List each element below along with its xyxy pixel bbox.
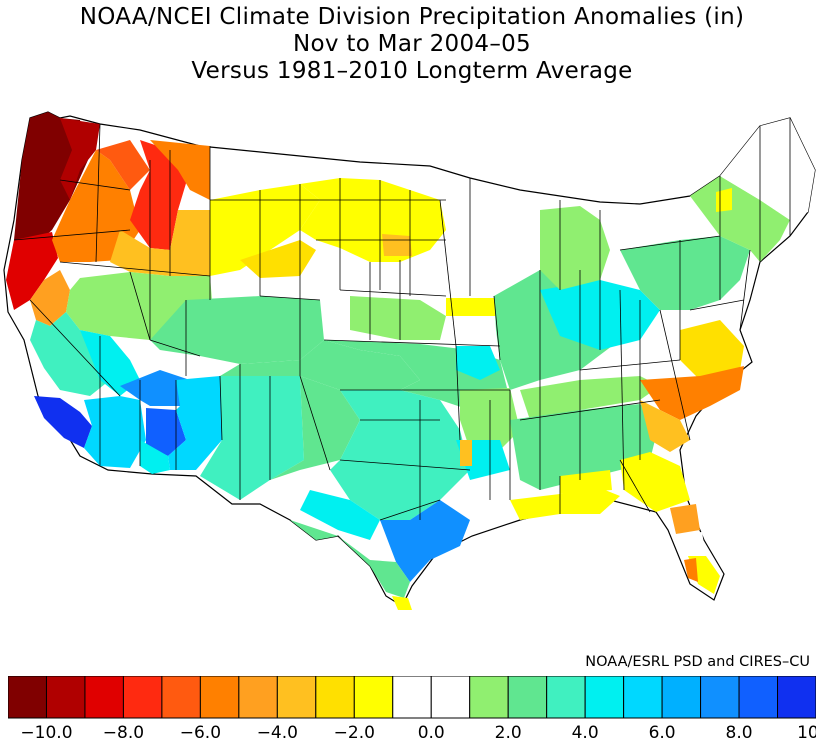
precipitation-anomaly-map <box>3 111 816 610</box>
color-scale-tick-label: 0.0 <box>418 723 445 740</box>
map-fills <box>3 111 816 610</box>
region-w-arizona <box>140 440 170 474</box>
color-scale-tick-label: −6.0 <box>180 723 221 740</box>
region-wyoming <box>240 240 316 278</box>
color-scale-cell <box>584 676 625 719</box>
color-scale-cell <box>700 676 740 719</box>
region-n-california <box>30 270 70 326</box>
color-scale-cell <box>430 676 471 719</box>
region-s-florida-orange <box>684 558 698 582</box>
region-s-texas <box>290 520 410 598</box>
color-scale-cell <box>315 676 355 719</box>
color-scale-cell <box>469 676 509 719</box>
region-west-texas <box>270 376 360 480</box>
region-c-florida <box>676 532 706 556</box>
color-scale-cell <box>238 676 278 719</box>
color-scale-labels: −10.0 −8.0 −6.0 −4.0 −2.0 0.0 2.0 4.0 6.0 8.0 10.0 <box>20 723 816 740</box>
color-scale-bar: −10.0 −8.0 −6.0 −4.0 −2.0 0.0 2.0 4.0 6.0 8.0 10.0 <box>8 676 816 740</box>
color-scale-tick-label: 10.0 <box>797 723 816 740</box>
region-cal-sierra <box>80 330 140 396</box>
region-new-england <box>690 176 790 262</box>
region-montana <box>210 184 320 276</box>
color-scale-cell <box>276 676 317 719</box>
color-scale-tick-label: 2.0 <box>495 723 522 740</box>
region-se-california <box>84 396 146 468</box>
region-w-washington <box>60 118 100 200</box>
region-n-idaho <box>130 140 190 250</box>
color-scale-tick-label: −10.0 <box>20 723 72 740</box>
region-pnw-coast <box>14 112 88 250</box>
color-scale-cell <box>122 676 163 719</box>
color-scale-cell <box>45 676 86 719</box>
map-title-line-2: Nov to Mar 2004–05 <box>292 31 531 57</box>
region-texas-gulf <box>380 500 470 582</box>
region-central-texas <box>330 390 470 520</box>
color-scale-cells <box>8 676 816 719</box>
climate-division-lines <box>13 118 791 521</box>
region-n-carolina <box>640 366 744 420</box>
region-georgia <box>620 452 690 512</box>
region-e-oregon <box>96 140 150 190</box>
color-scale-cell <box>392 676 432 719</box>
color-scale-tick-label: −8.0 <box>103 723 144 740</box>
region-maine <box>720 118 815 220</box>
color-scale-cell <box>507 676 548 719</box>
color-scale-tick-label: 4.0 <box>572 723 599 740</box>
region-alabama-yellow <box>560 470 612 494</box>
color-scale-cell <box>546 676 586 719</box>
region-tennessee <box>520 376 660 420</box>
data-credit: NOAA/ESRL PSD and CIRES–CU <box>585 654 810 670</box>
color-scale-cell <box>8 676 47 719</box>
color-scale-tick-label: 6.0 <box>649 723 676 740</box>
region-w-montana <box>150 140 210 200</box>
region-s-carolina <box>640 400 690 452</box>
color-scale-cell <box>623 676 663 719</box>
region-ms-valley <box>460 440 472 466</box>
region-texas-sw <box>300 490 380 540</box>
map-title-line-1: NOAA/NCEI Climate Division Precipitation… <box>79 4 745 30</box>
region-missouri <box>456 346 500 380</box>
region-sd-orange <box>382 234 412 256</box>
region-central-oregon <box>52 150 140 262</box>
region-s-texas-coast-yellow <box>392 596 412 610</box>
region-colorado-east <box>220 340 420 390</box>
color-scale-cell <box>738 676 779 719</box>
region-s-california <box>34 396 92 448</box>
region-nw-arizona <box>120 370 190 406</box>
region-pa-ny <box>620 236 750 310</box>
map-title-line-3: Versus 1981–2010 Longterm Average <box>191 58 633 84</box>
region-nw-california <box>6 232 58 310</box>
region-iowa-yellow <box>446 298 496 316</box>
region-great-lakes <box>540 206 610 290</box>
region-gulf-coast <box>510 488 620 520</box>
region-s-idaho <box>110 210 210 276</box>
region-central-california <box>30 312 110 396</box>
region-e-arizona <box>168 376 222 470</box>
color-scale-cell <box>84 676 124 719</box>
color-scale-cell <box>777 676 816 719</box>
color-scale-cell <box>353 676 394 719</box>
region-n-florida <box>670 504 700 534</box>
region-n-vermont-yellow <box>716 188 732 212</box>
color-scale-tick-label: −4.0 <box>257 723 298 740</box>
region-e-kansas <box>350 296 446 340</box>
color-scale-tick-label: 8.0 <box>726 723 753 740</box>
color-scale-cell <box>199 676 240 719</box>
color-scale-cell <box>161 676 201 719</box>
region-utah-colorado <box>150 296 324 364</box>
region-virginia <box>680 320 744 380</box>
region-new-mexico <box>200 376 304 500</box>
color-scale-cell <box>661 676 702 719</box>
color-scale-tick-label: −2.0 <box>334 723 375 740</box>
